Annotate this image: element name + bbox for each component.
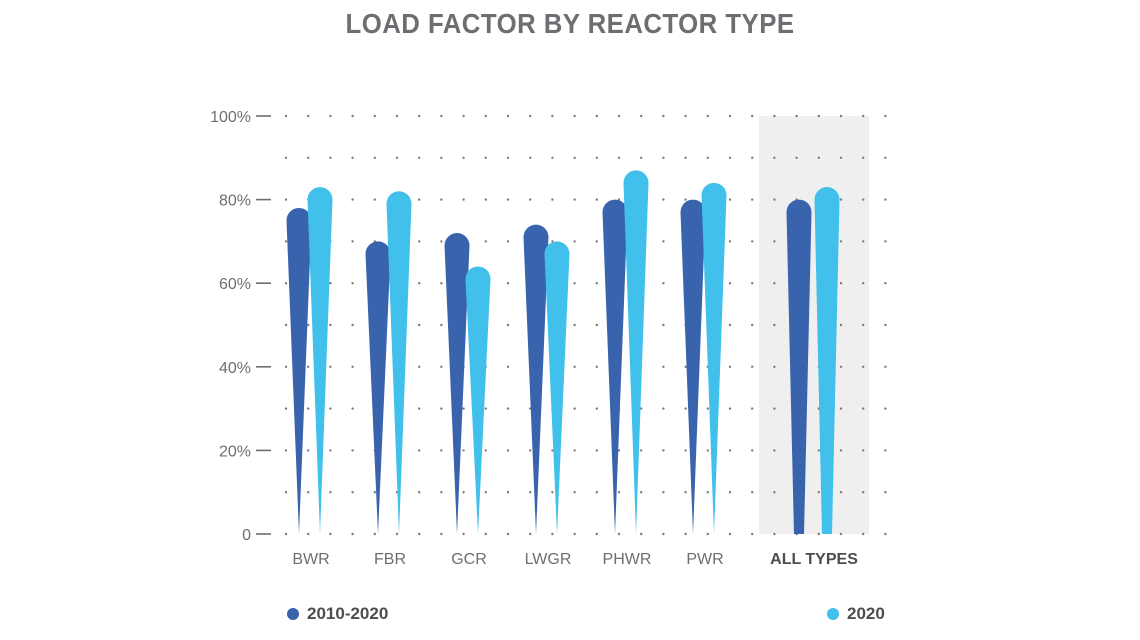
bar-2020-pwr: [701, 182, 727, 534]
legend-label: 2010-2020: [307, 604, 389, 623]
bar-2010-2020-gcr: [444, 233, 470, 535]
bar-2010-2020-phwr: [602, 199, 628, 534]
chart-title: LOAD FACTOR BY REACTOR TYPE: [345, 8, 795, 39]
x-category-label: GCR: [451, 551, 487, 568]
bar-2020-lwgr: [544, 241, 570, 535]
bar-2020-gcr: [465, 266, 491, 534]
x-category-label: ALL TYPES: [770, 551, 858, 568]
x-category-label: PWR: [686, 551, 723, 568]
y-tick-label: 40%: [219, 360, 251, 377]
bar-2020-phwr: [623, 170, 649, 534]
bar-2010-2020-all-types: [786, 199, 812, 534]
bar-2020-fbr: [386, 191, 412, 534]
x-category-label: PHWR: [603, 551, 652, 568]
legend-dot-icon: [287, 608, 299, 620]
bar-2020-bwr: [307, 187, 333, 534]
legend-item-2010-2020: 2010-2020: [287, 604, 388, 624]
bar-2020-all-types: [814, 187, 840, 534]
highlight-panel-all-types: [759, 116, 869, 534]
bar-2010-2020-bwr: [286, 207, 312, 534]
y-tick-label: 0: [242, 527, 251, 544]
y-tick-label: 20%: [219, 443, 251, 460]
bar-2010-2020-lwgr: [523, 224, 549, 534]
y-tick-label: 100%: [210, 109, 251, 126]
legend-item-2020: 2020: [827, 604, 885, 624]
bar-2010-2020-pwr: [680, 199, 706, 534]
legend-label: 2020: [847, 604, 885, 623]
x-category-label: FBR: [374, 551, 406, 568]
x-category-label: BWR: [292, 551, 329, 568]
legend-dot-icon: [827, 608, 839, 620]
bar-2010-2020-fbr: [365, 241, 391, 535]
x-category-label: LWGR: [525, 551, 572, 568]
y-tick-label: 60%: [219, 276, 251, 293]
y-tick-label: 80%: [219, 193, 251, 210]
